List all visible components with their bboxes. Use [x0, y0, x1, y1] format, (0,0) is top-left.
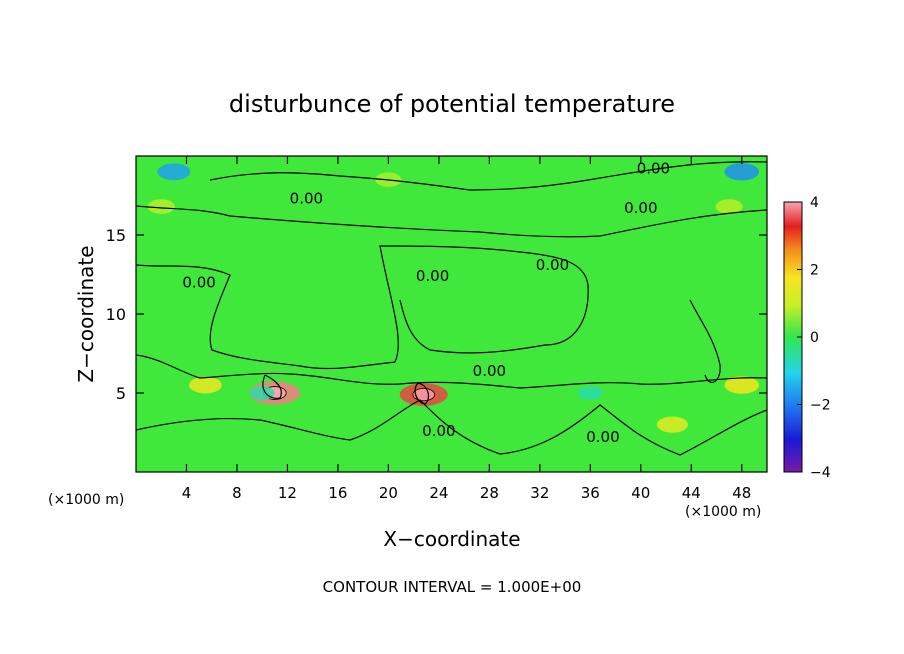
- field-feature: [724, 163, 759, 181]
- x-tick-label: 24: [429, 484, 448, 502]
- x-tick-label: 8: [232, 484, 242, 502]
- field-feature: [724, 376, 759, 394]
- colorbar: −4 −2 0 2 4: [783, 195, 831, 481]
- x-unit-label-right: (×1000 m): [685, 504, 761, 520]
- contour-line: [209, 161, 767, 191]
- contour-line: [689, 299, 721, 383]
- chart-title: disturbunce of potential temperature: [229, 90, 675, 118]
- y-axis-label: Z−coordinate: [74, 245, 98, 382]
- contour-line: [414, 382, 430, 405]
- x-tick-label: 40: [631, 484, 650, 502]
- x-tick-label: 16: [328, 484, 347, 502]
- colorbar-tick-label: 0: [810, 330, 819, 346]
- contour-label: 0.00: [416, 267, 449, 285]
- x-tick-label: 44: [682, 484, 701, 502]
- contour-line: [136, 205, 767, 238]
- x-axis-label: X−coordinate: [383, 527, 520, 551]
- contour-line: [262, 374, 282, 399]
- contour-label: 0.00: [536, 256, 569, 274]
- field-feature: [577, 386, 603, 400]
- field-feature: [715, 199, 743, 214]
- contour-label: 0.00: [586, 428, 619, 446]
- colorbar-tick-label: 2: [810, 263, 819, 279]
- colorbar-tick-label: −2: [810, 398, 831, 414]
- contour-label: 0.00: [473, 362, 506, 380]
- x-tick-label: 36: [581, 484, 600, 502]
- x-tick-label: 12: [278, 484, 297, 502]
- contour-label: 0.00: [182, 273, 215, 291]
- contour-line: [136, 399, 767, 456]
- y-tick-label: 5: [116, 384, 126, 403]
- contour-label: 0.00: [637, 160, 670, 178]
- field-feature: [147, 199, 175, 214]
- x-tick-label: 4: [182, 484, 192, 502]
- x-unit-label: (×1000 m): [48, 492, 124, 508]
- contour-line: [136, 245, 589, 370]
- field-feature: [656, 416, 688, 433]
- plot-area: [136, 156, 767, 472]
- contour-label: 0.00: [290, 190, 323, 208]
- x-tick-label: 20: [379, 484, 398, 502]
- y-tick-label: 10: [106, 305, 126, 324]
- x-tick-label: 32: [530, 484, 549, 502]
- x-tick-label: 28: [480, 484, 499, 502]
- x-tick-label: 48: [732, 484, 751, 502]
- y-tick-label: 15: [106, 226, 126, 245]
- colorbar-tick-label: 4: [810, 195, 819, 211]
- contour-label: 0.00: [422, 422, 455, 440]
- contour-line: [136, 354, 767, 389]
- field-feature: [157, 163, 191, 181]
- contour-label: 0.00: [624, 199, 657, 217]
- field-feature: [189, 376, 222, 394]
- contour-interval-label: CONTOUR INTERVAL = 1.000E+00: [323, 578, 582, 596]
- colorbar-tick-label: −4: [810, 465, 831, 481]
